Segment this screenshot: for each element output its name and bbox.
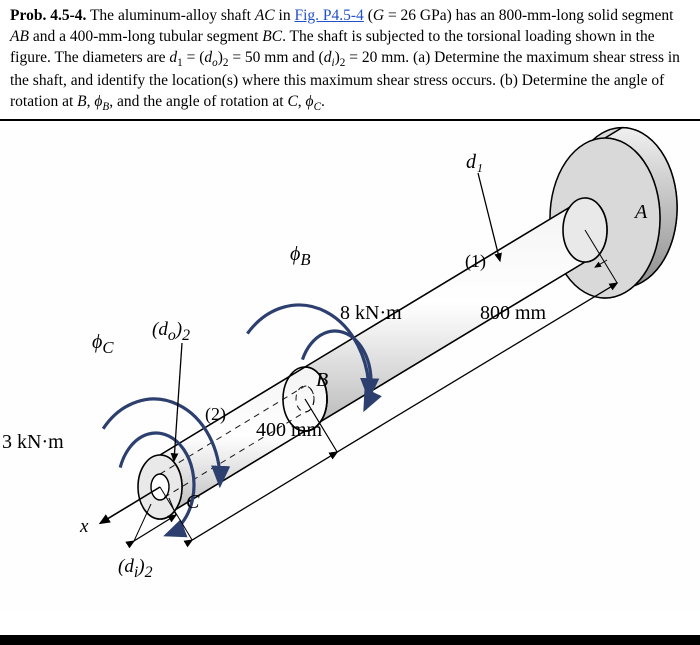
bottom-border [0,635,700,645]
label-d1: d₁ [466,151,483,174]
label-len2: 400 mm [256,419,322,442]
label-torqueC: 3 kN·m [2,431,64,454]
label-len1: 800 mm [480,302,546,325]
label-torqueB: 8 kN·m [340,302,402,325]
label-phiB: ϕB [290,243,311,270]
figure: d₁ AϕB (1) 8 kN·m 800 mm (do)2 ϕC B (2) 400 mm 3 k… [0,121,700,611]
problem-body: The aluminum-alloy shaft AC in Fig. P4.5… [10,7,680,110]
problem-statement: Prob. 4.5-4. The aluminum-alloy shaft AC… [0,0,700,121]
label-x: x [80,516,88,538]
label-do2: (do)2 [152,319,190,345]
label-C: C [186,491,199,514]
label-A: A [635,201,647,224]
label-segment1: (1) [465,251,486,272]
label-di2: (di)2 [118,556,152,582]
shaft-diagram [0,121,700,611]
label-phiC: ϕC [92,331,113,358]
label-segment2: (2) [205,404,226,425]
label-B: B [316,369,328,392]
problem-label: Prob. 4.5-4. [10,7,86,24]
